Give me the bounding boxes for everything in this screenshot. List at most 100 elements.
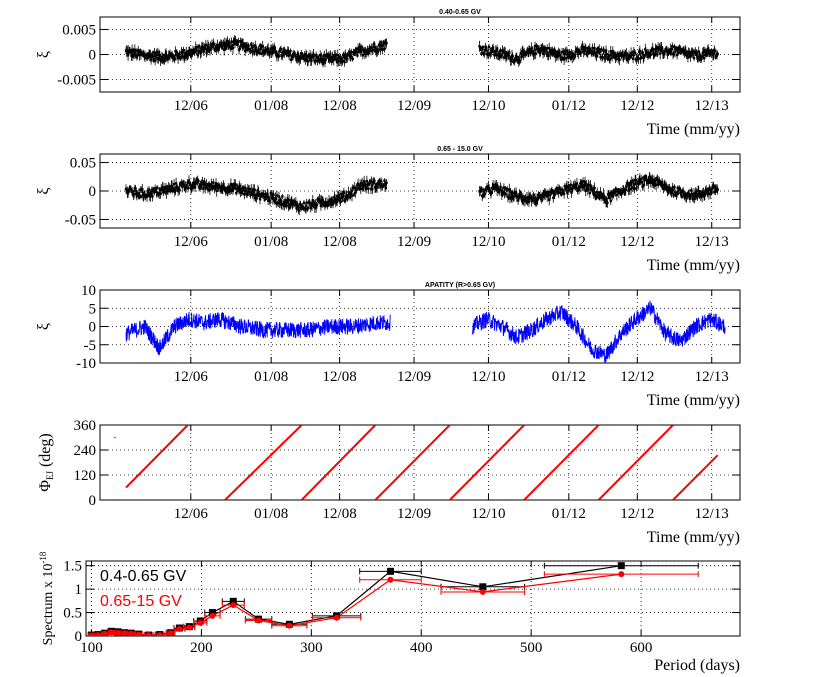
data-point — [575, 185, 578, 189]
data-point — [379, 41, 383, 44]
data-point — [239, 187, 243, 190]
data-point — [679, 47, 682, 51]
x-tick-label: 12/09 — [397, 369, 431, 385]
data-point — [649, 180, 652, 183]
data-point — [237, 187, 241, 191]
data-point — [369, 49, 373, 53]
data-point — [222, 41, 225, 45]
data-point — [595, 54, 598, 58]
data-point — [176, 625, 183, 632]
data-point — [516, 199, 520, 202]
x-tick-label: 12/12 — [620, 506, 654, 522]
data-point — [373, 46, 377, 49]
data-point — [656, 178, 659, 182]
data-point — [355, 50, 358, 54]
data-point — [609, 199, 612, 203]
data-point — [698, 194, 701, 197]
phase-line — [125, 425, 189, 489]
data-point — [601, 55, 604, 59]
data-point — [230, 602, 237, 609]
data-point — [529, 49, 533, 53]
data-point — [248, 191, 252, 194]
data-point — [573, 185, 576, 188]
data-point — [187, 53, 190, 57]
data-point — [698, 55, 701, 58]
data-point — [314, 60, 317, 63]
data-point — [588, 191, 592, 195]
data-point — [527, 200, 531, 204]
data-point — [249, 193, 252, 196]
data-point — [574, 50, 577, 53]
data-point — [495, 183, 498, 187]
data-point — [541, 52, 545, 56]
data-point — [552, 196, 555, 199]
data-point — [288, 53, 291, 56]
data-point — [619, 52, 622, 55]
data-point — [548, 198, 551, 202]
data-point — [235, 191, 238, 195]
legend-entry: 0.4-0.65 GV — [100, 568, 187, 585]
data-point — [590, 51, 594, 54]
data-point — [279, 48, 283, 51]
data-point — [323, 202, 326, 206]
data-point — [325, 201, 329, 204]
data-point — [545, 52, 548, 55]
data-point — [329, 198, 333, 201]
data-point — [172, 188, 175, 191]
data-point — [255, 49, 258, 53]
data-point — [88, 632, 95, 636]
data-point — [341, 60, 344, 63]
data-point — [517, 195, 520, 199]
data-point — [186, 181, 189, 184]
data-point — [543, 192, 546, 195]
data-point — [135, 55, 139, 59]
data-point — [592, 192, 596, 196]
data-point — [165, 54, 168, 58]
data-point — [702, 56, 706, 60]
data-point — [658, 45, 661, 49]
data-point — [649, 53, 652, 56]
data-point — [573, 183, 577, 187]
data-point — [232, 186, 235, 189]
data-point — [633, 51, 637, 55]
data-point — [360, 48, 363, 51]
data-point — [254, 196, 257, 200]
data-point — [291, 202, 295, 206]
y-tick-label: 120 — [74, 468, 97, 484]
data-point — [504, 50, 507, 54]
data-point — [137, 192, 141, 196]
data-point — [622, 188, 625, 191]
data-point — [711, 187, 714, 190]
data-point — [591, 46, 594, 50]
data-point — [311, 199, 314, 202]
data-point — [289, 58, 293, 61]
data-point — [312, 203, 315, 206]
data-point — [564, 57, 568, 60]
data-point — [289, 201, 293, 204]
data-point — [548, 46, 551, 50]
data-point — [512, 197, 515, 200]
data-point — [296, 203, 299, 207]
data-point — [250, 192, 254, 195]
data-point — [277, 195, 281, 198]
data-point — [275, 194, 279, 197]
data-point — [383, 47, 386, 51]
data-point — [265, 195, 268, 198]
data-point — [631, 57, 635, 60]
x-tick-label: 400 — [410, 640, 433, 656]
data-point — [660, 184, 663, 187]
data-point — [238, 184, 241, 188]
data-point — [625, 58, 629, 61]
data-point — [572, 183, 575, 187]
data-point — [215, 189, 218, 193]
data-point — [329, 53, 332, 57]
data-point — [500, 193, 504, 196]
data-point — [542, 193, 546, 197]
data-point — [696, 55, 699, 59]
x-axis-label: Time (mm/yy) — [647, 121, 740, 138]
legend-entry: 0.65-15 GV — [100, 593, 182, 610]
data-point — [707, 48, 710, 51]
data-point — [320, 199, 323, 202]
data-point — [296, 54, 300, 57]
data-point — [495, 47, 499, 50]
